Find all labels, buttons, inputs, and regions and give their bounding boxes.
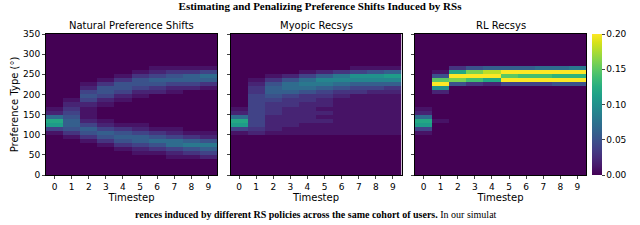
svg-text:50: 50 xyxy=(29,150,41,160)
svg-text:350: 350 xyxy=(23,29,40,39)
svg-text:3: 3 xyxy=(287,182,293,192)
svg-text:Estimating and Penalizing Pref: Estimating and Penalizing Preference Shi… xyxy=(179,0,463,12)
svg-text:7: 7 xyxy=(540,182,546,192)
svg-text:150: 150 xyxy=(23,110,40,120)
svg-text:300: 300 xyxy=(23,49,40,59)
svg-text:200: 200 xyxy=(23,90,40,100)
svg-text:0.20: 0.20 xyxy=(606,29,626,39)
svg-text:4: 4 xyxy=(489,182,495,192)
svg-text:6: 6 xyxy=(523,182,529,192)
svg-text:rences induced by different RS: rences induced by different RS policies … xyxy=(135,209,497,220)
svg-text:Natural Preference Shifts: Natural Preference Shifts xyxy=(69,20,194,31)
svg-text:2: 2 xyxy=(86,182,92,192)
svg-text:5: 5 xyxy=(322,182,328,192)
svg-text:4: 4 xyxy=(305,182,311,192)
svg-text:6: 6 xyxy=(339,182,345,192)
svg-text:Timestep: Timestep xyxy=(292,192,339,203)
svg-text:5: 5 xyxy=(506,182,512,192)
svg-text:Myopic Recsys: Myopic Recsys xyxy=(280,20,353,31)
svg-text:3: 3 xyxy=(472,182,478,192)
svg-text:0: 0 xyxy=(421,182,427,192)
svg-text:0.15: 0.15 xyxy=(606,64,626,74)
svg-text:1: 1 xyxy=(438,182,444,192)
svg-text:2: 2 xyxy=(455,182,461,192)
svg-text:9: 9 xyxy=(575,182,581,192)
svg-text:1: 1 xyxy=(69,182,75,192)
svg-text:0: 0 xyxy=(52,182,58,192)
svg-text:250: 250 xyxy=(23,69,40,79)
svg-text:100: 100 xyxy=(23,130,40,140)
svg-text:7: 7 xyxy=(356,182,362,192)
svg-text:Timestep: Timestep xyxy=(476,192,523,203)
svg-text:6: 6 xyxy=(154,182,160,192)
svg-text:0.05: 0.05 xyxy=(606,135,626,145)
svg-text:3: 3 xyxy=(103,182,109,192)
svg-text:9: 9 xyxy=(206,182,212,192)
svg-text:8: 8 xyxy=(373,182,379,192)
svg-text:Preference Type (°): Preference Type (°) xyxy=(9,57,20,153)
svg-text:RL Recsys: RL Recsys xyxy=(476,20,526,31)
svg-text:8: 8 xyxy=(557,182,563,192)
svg-text:9: 9 xyxy=(390,182,396,192)
svg-text:0: 0 xyxy=(236,182,242,192)
svg-text:2: 2 xyxy=(270,182,276,192)
svg-text:1: 1 xyxy=(253,182,259,192)
svg-text:8: 8 xyxy=(188,182,194,192)
svg-text:0.00: 0.00 xyxy=(606,170,626,180)
svg-text:0: 0 xyxy=(34,170,40,180)
svg-text:4: 4 xyxy=(120,182,126,192)
svg-text:Timestep: Timestep xyxy=(107,192,154,203)
svg-text:5: 5 xyxy=(137,182,143,192)
svg-text:7: 7 xyxy=(171,182,177,192)
svg-text:0.10: 0.10 xyxy=(606,100,626,110)
